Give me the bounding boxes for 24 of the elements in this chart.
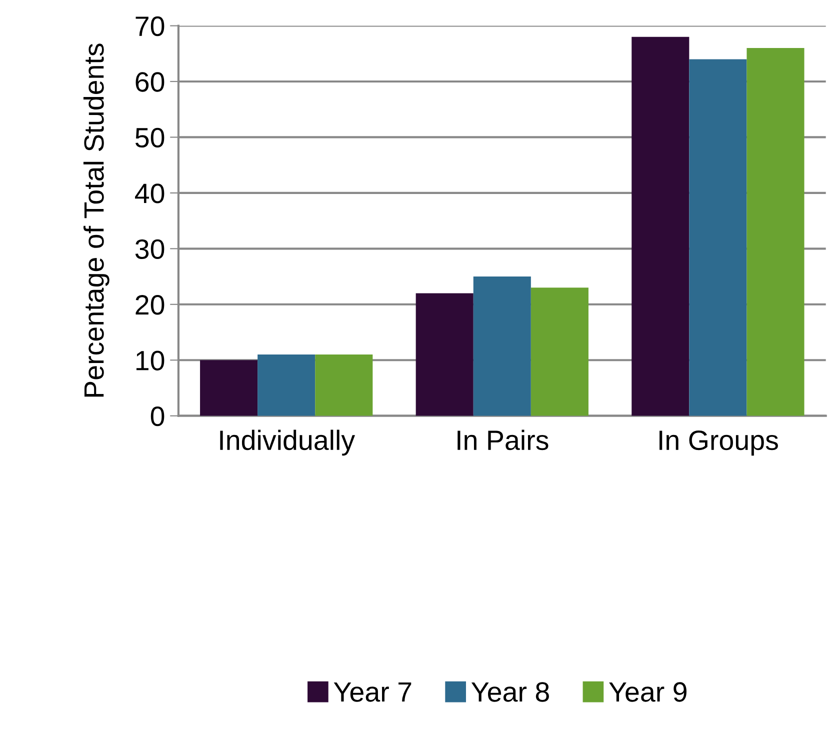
bar <box>200 360 258 416</box>
x-tick-label: In Groups <box>660 430 778 456</box>
x-tick-label: In Pairs <box>458 430 548 450</box>
y-axis-title: Percentage of Total Students <box>83 44 110 397</box>
y-tick-label: 0 <box>150 406 164 426</box>
y-tick-label: 50 <box>135 128 164 148</box>
y-tick-label: 30 <box>135 239 164 259</box>
bar <box>315 354 373 416</box>
y-tick-label: 20 <box>136 295 164 315</box>
bar <box>473 276 531 416</box>
bar <box>258 354 316 416</box>
y-tick-label: 40 <box>135 184 164 204</box>
legend-label: Year 7 <box>334 682 412 702</box>
bar <box>632 36 690 416</box>
x-tick-label: Individually <box>220 430 356 456</box>
y-tick-label: 10 <box>136 350 164 370</box>
bar <box>746 48 804 416</box>
bar <box>416 293 474 416</box>
y-tick-label: 70 <box>136 16 164 36</box>
y-tick-label: 60 <box>136 72 164 92</box>
bar <box>689 59 747 416</box>
bar <box>530 288 588 416</box>
legend-label: Year 9 <box>609 682 686 702</box>
legend-label: Year 8 <box>471 682 549 702</box>
